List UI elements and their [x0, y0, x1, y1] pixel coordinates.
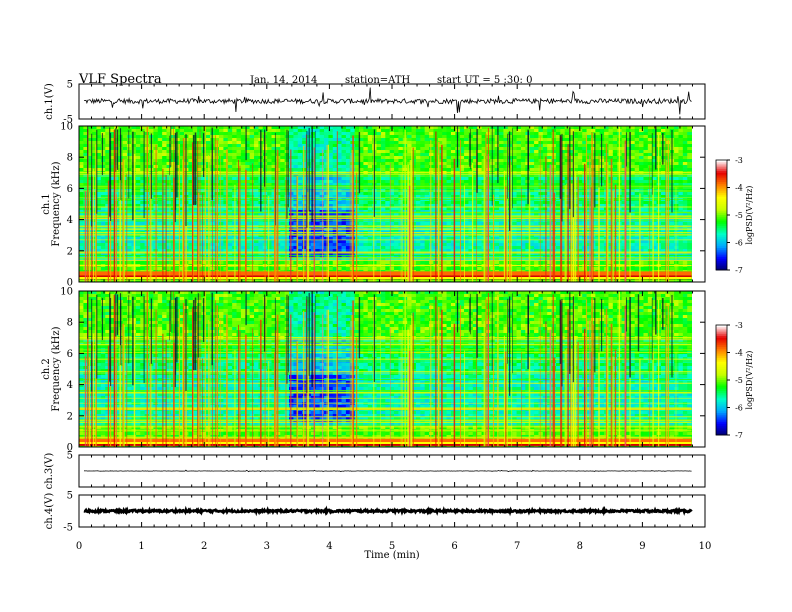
- x-tick-label: 4: [326, 541, 332, 552]
- y-tick-label: 8: [67, 153, 73, 164]
- y-tick-label: 5: [67, 80, 73, 91]
- colorbar-label: logPSD(V²/Hz): [745, 186, 754, 245]
- date-label: Jan. 14, 2014: [250, 75, 318, 86]
- ch3-waveform-trace: [83, 469, 692, 473]
- y-axis-label: Frequency (kHz): [51, 161, 62, 246]
- x-tick-label: 8: [577, 541, 583, 552]
- chart-title: VLF Spectra: [79, 72, 162, 87]
- colorbar-tick-label: -5: [735, 211, 743, 220]
- y-tick-label: -5: [63, 523, 73, 534]
- colorbar-tick-label: -6: [735, 404, 743, 413]
- strong-band: [79, 271, 692, 276]
- colorbar-tick-label: -5: [735, 376, 743, 385]
- y-axis-label: ch.1(V): [44, 83, 55, 120]
- y-tick-label: 8: [67, 318, 73, 329]
- y-axis-label: Frequency (kHz): [51, 326, 62, 411]
- y-tick-label: 5: [67, 491, 73, 502]
- station-label: station=ATH: [345, 75, 411, 86]
- y-tick-label: 5: [67, 451, 73, 462]
- y-tick-label: 6: [67, 184, 73, 195]
- x-tick-label: 10: [699, 541, 712, 552]
- y-tick-label: 10: [60, 287, 73, 298]
- x-tick-label: 5: [389, 541, 395, 552]
- y-tick-label: 0: [67, 278, 73, 289]
- y-axis-channel-label: ch.1: [41, 193, 52, 215]
- colorbar: [715, 159, 730, 271]
- colorbar-tick-label: -4: [735, 184, 743, 193]
- y-tick-label: 4: [67, 380, 73, 391]
- ch1-spectrogram: [79, 126, 692, 283]
- y-tick-label: 2: [67, 411, 73, 422]
- x-tick-label: 0: [76, 541, 82, 552]
- x-tick-label: 3: [264, 541, 270, 552]
- y-tick-label: 4: [67, 215, 73, 226]
- colorbar: [715, 324, 730, 436]
- y-axis-label: ch.3(V): [44, 453, 55, 490]
- y-axis-channel-label: ch.2: [41, 358, 52, 380]
- colorbar-tick-label: -4: [735, 349, 743, 358]
- ch2-spectrogram: [79, 291, 692, 448]
- strong-band: [79, 438, 692, 443]
- colorbar-tick-label: -7: [735, 431, 743, 440]
- x-tick-label: 1: [138, 541, 144, 552]
- colorbar-tick-label: -6: [735, 239, 743, 248]
- y-tick-label: -5: [63, 115, 73, 126]
- colorbar-tick-label: -7: [735, 266, 743, 275]
- x-tick-label: 2: [201, 541, 207, 552]
- y-tick-label: 0: [67, 443, 73, 454]
- ch4-waveform-trace: [83, 505, 693, 517]
- y-tick-label: 6: [67, 349, 73, 360]
- colorbar-label: logPSD(V²/Hz): [745, 351, 754, 410]
- y-tick-label: 2: [67, 246, 73, 257]
- ch1-waveform-trace: [83, 87, 692, 115]
- x-axis-label: Time (min): [364, 550, 419, 561]
- colorbar-tick-label: -3: [735, 321, 743, 330]
- x-tick-label: 6: [451, 541, 457, 552]
- y-axis-label: ch.4(V): [44, 493, 55, 530]
- start-time-label: start UT = 5 :30: 0: [437, 75, 533, 86]
- x-tick-label: 9: [639, 541, 645, 552]
- colorbar-tick-label: -3: [735, 156, 743, 165]
- x-tick-label: 7: [514, 541, 520, 552]
- y-tick-label: 10: [60, 122, 73, 133]
